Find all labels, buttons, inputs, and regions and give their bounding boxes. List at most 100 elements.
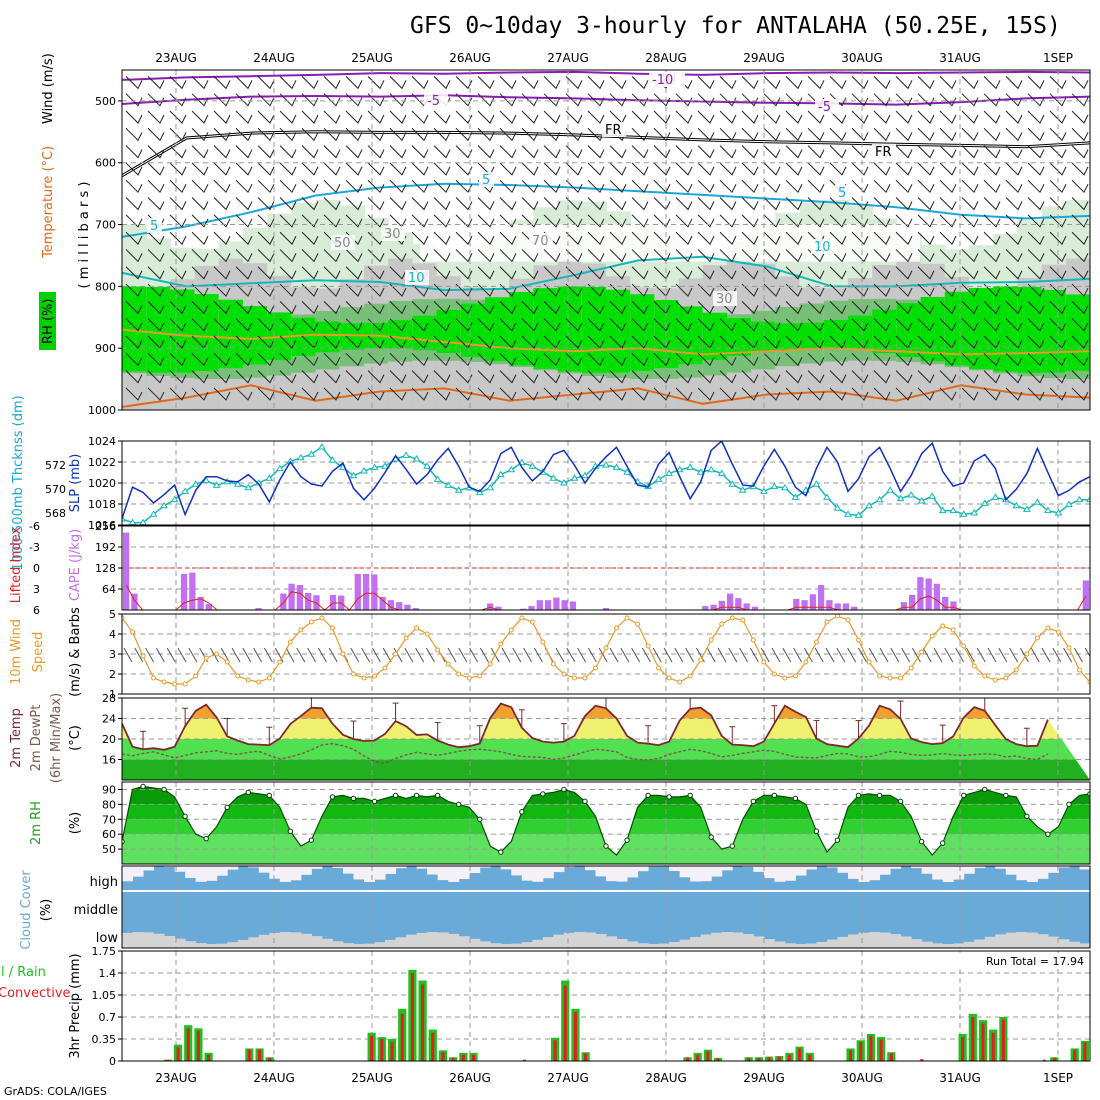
temp-gridlines [122,698,1090,780]
upper-barb-731 [961,231,979,245]
upper-barb-78 [213,110,231,124]
upper-barb-662 [873,352,891,367]
wind-speed-point-71 [866,659,872,665]
upper-gridlines [122,70,1090,410]
upper-barb-560 [763,231,781,245]
wind-speed-point-24 [372,673,378,679]
upper-barb-275 [433,231,451,245]
wind-speed-point-90 [1066,645,1072,651]
upper-barb-79 [213,127,231,142]
rh-low-31 [872,360,898,410]
upper-barb-607 [807,387,825,401]
precip-conv-bar-8 [207,1054,211,1061]
upper-barb-302 [455,370,473,384]
cape-bar-8 [189,572,196,610]
upper-barb-564 [763,301,781,315]
upper-barb-4 [125,145,143,159]
surface-barb-43 [587,647,597,663]
thickness-point-53 [675,465,684,473]
upper-barb-830 [1071,301,1089,315]
upper-barb-59 [191,110,209,124]
upper-barb-624 [829,352,847,367]
upper-barb-390 [565,249,583,263]
surface-barb-68 [857,647,867,663]
surface-barb-26 [404,647,414,663]
upper-barb-738 [961,352,979,367]
thickness-point-36 [496,470,505,478]
rh-point-86 [1024,813,1030,819]
surface-barb-63 [803,647,813,663]
surface-barb-13 [263,647,273,663]
cloud-low-57 [721,932,733,948]
upper-barb-55 [169,370,187,384]
cloud-high-38 [521,866,533,881]
wind-speed-point-6 [182,681,188,687]
cape-bar-51 [544,600,552,610]
upper-barb-805 [1049,197,1067,211]
upper-barb-379 [543,387,561,401]
upper-barb-620 [829,283,847,297]
rh-point-30 [434,792,441,799]
thickness-point-92 [1086,495,1090,503]
cape-bar-33 [396,602,403,610]
upper-barb-324 [499,93,517,107]
cloud-high-17 [300,866,312,875]
pressure-ticklabel-2: 800 [95,280,116,293]
cloud-high-48 [627,866,639,878]
contour-label--5-2: -5 [427,94,440,109]
wind-speed-point-19 [319,615,325,621]
thickness-point-23 [360,467,368,474]
upper-barb-700 [917,352,935,367]
temp-ticklabel-3: 28 [102,692,116,705]
upper-barb-287 [455,110,473,124]
upper-barb-15 [125,335,143,349]
upper-barb-589 [807,76,825,90]
upper-barb-319 [477,335,495,349]
wind-speed-point-13 [256,679,262,685]
upper-barb-773 [1005,301,1023,315]
upper-barb-61 [191,145,209,159]
rh-low-2 [170,377,196,410]
contour-label-bg-4 [602,122,626,137]
cape-axis-label: CAPE (J/kg) [68,529,83,601]
cape-bar-75 [743,603,750,610]
upper-barb-70 [191,301,209,315]
upper-barb-427 [609,231,627,245]
contour-label-bg-8 [147,218,162,233]
upper-barb-544 [741,283,759,297]
precip-conv-bar-43 [563,985,567,1061]
upper-barb-579 [785,231,803,245]
upper-barb-161 [301,231,319,245]
top-date-23AUG: 23AUG [155,51,197,65]
upper-barb-85 [213,231,231,245]
upper-barb-135 [279,110,297,124]
rh-point-82 [982,786,988,793]
upper-barb-405 [587,179,605,194]
upper-barb-712 [939,231,957,245]
contour-label-30-13: 30 [716,292,733,307]
upper-barb-782 [1027,127,1045,142]
upper-barb-764 [1005,145,1023,159]
rh-low-33 [920,364,946,410]
wind-speed-point-33 [466,675,472,681]
upper-barb-531 [719,387,737,401]
upper-barb-689 [917,162,935,176]
wind-speed-point-39 [529,619,535,625]
cape-bar-50 [536,600,543,610]
rh-low-16 [509,367,535,410]
upper-barb-149 [279,352,297,367]
upper-barb-308 [477,145,495,159]
upper-barb-54 [169,352,187,367]
upper-barb-422 [609,145,627,159]
upper-barb-769 [1005,231,1023,245]
thickness-point-5 [170,495,179,503]
surface-barb-85 [1041,647,1051,663]
thickness-point-74 [896,494,905,502]
surface-barb-36 [512,647,522,663]
upper-barb-169 [301,370,319,384]
surface-barb-71 [890,647,900,663]
cape-bar-73 [726,593,734,610]
upper-barb-551 [763,76,781,90]
rh-low-7 [291,372,317,410]
